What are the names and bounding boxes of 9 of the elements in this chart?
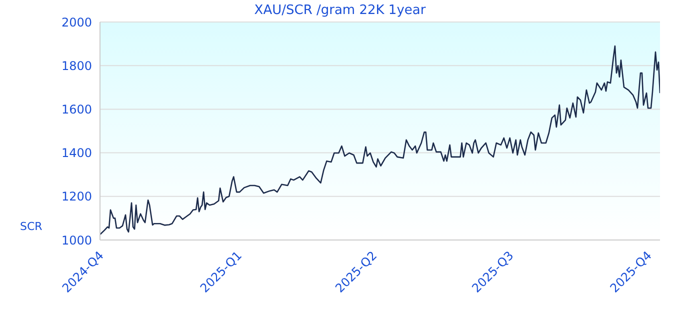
chart-title: XAU/SCR /gram 22K 1year: [254, 3, 426, 18]
y-tick-label: 1200: [61, 190, 92, 204]
y-tick-label: 1400: [61, 146, 92, 160]
y-tick-label: 1000: [61, 233, 92, 248]
y-tick-label: 1600: [61, 102, 92, 116]
y-tick-label: 2000: [61, 15, 92, 30]
y-tick-label: 1800: [61, 58, 92, 73]
line-series: [100, 45, 660, 236]
y-axis-title: SCR: [20, 220, 42, 233]
